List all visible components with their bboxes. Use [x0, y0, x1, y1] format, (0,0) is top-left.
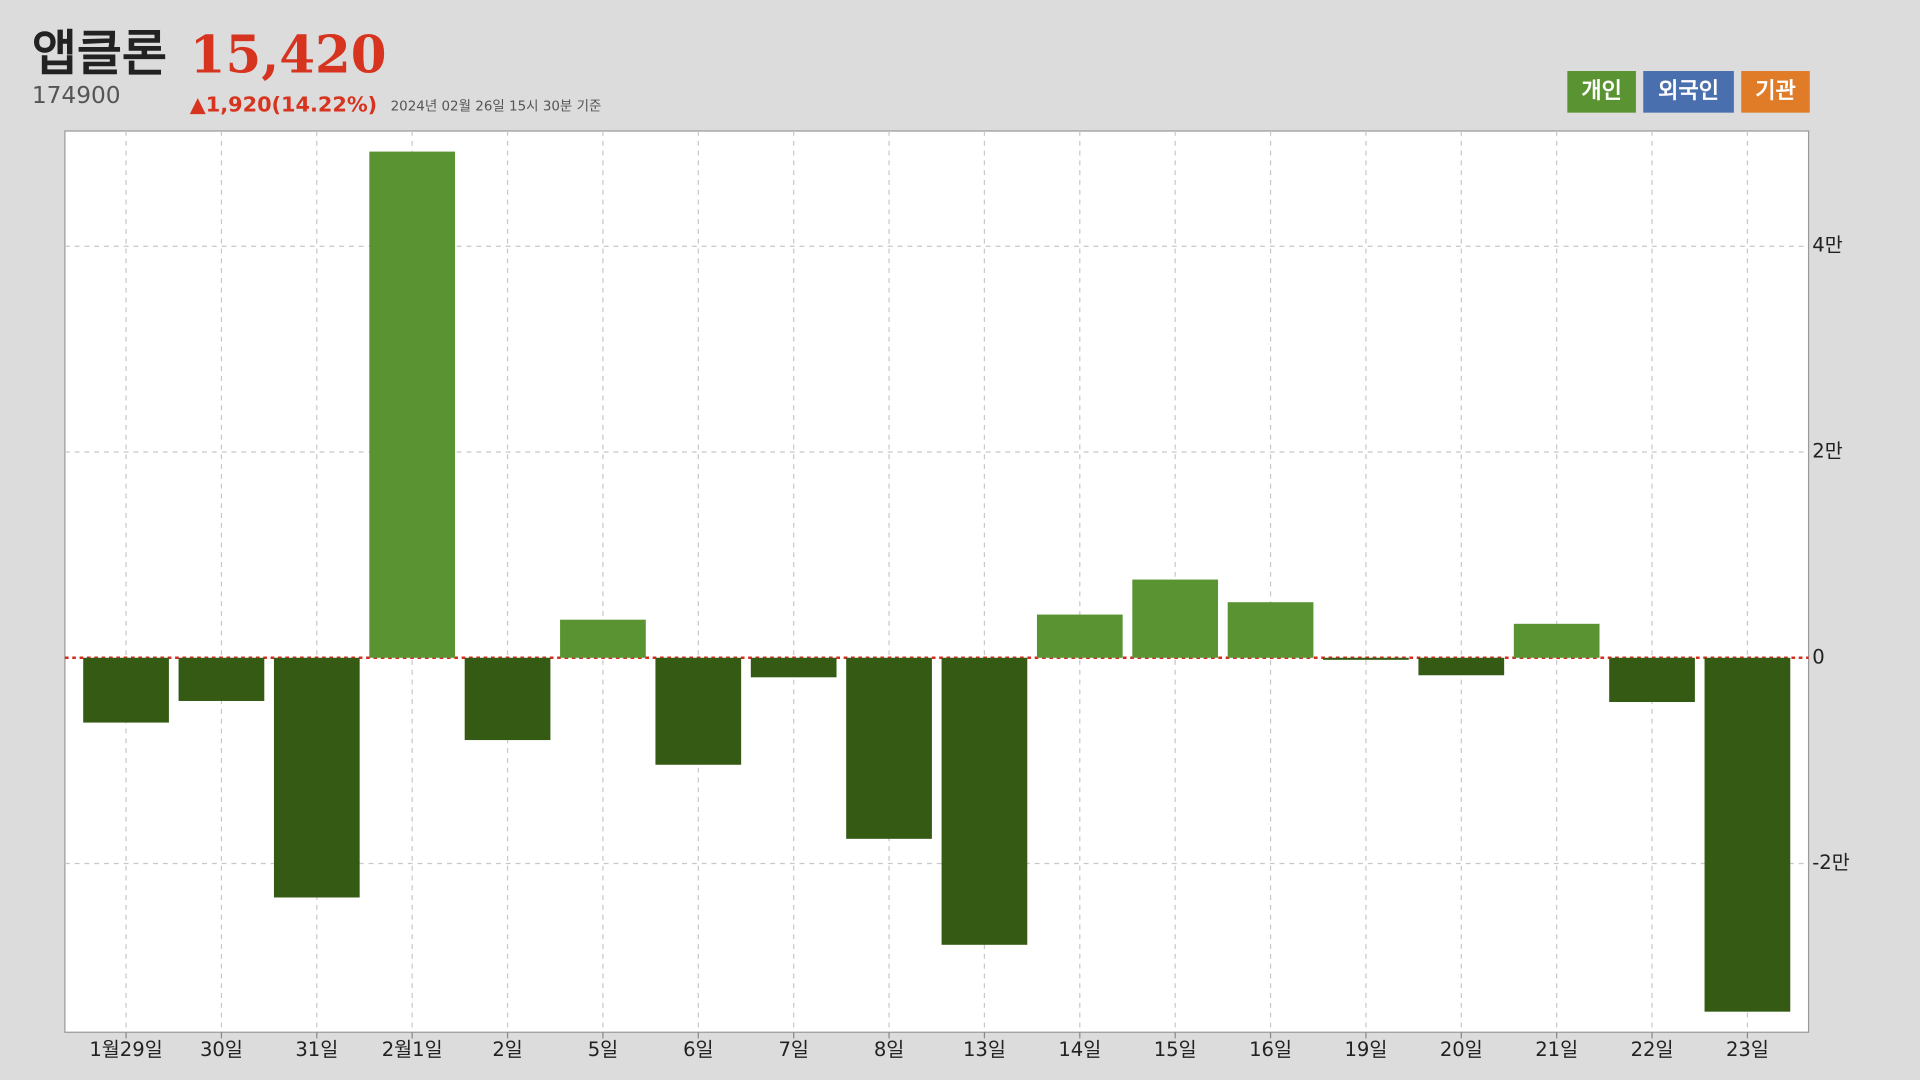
price-change: ▲1,920(14.22%): [190, 92, 377, 116]
timestamp: 2024년 02월 26일 15시 30분 기준: [391, 99, 602, 115]
x-tick-label: 16일: [1249, 1038, 1292, 1061]
bar: [941, 657, 1028, 945]
x-tick-label: 1월29일: [89, 1038, 162, 1061]
x-tick-label: 22일: [1631, 1038, 1674, 1061]
bar: [1323, 657, 1409, 660]
bar: [1513, 623, 1600, 658]
x-tick-label: 13일: [963, 1038, 1006, 1061]
legend-label[interactable]: 개인: [1581, 79, 1622, 104]
x-tick-label: 7일: [778, 1038, 808, 1061]
y-tick-label: 4만: [1812, 234, 1842, 257]
x-tick-label: 14일: [1058, 1038, 1101, 1061]
price: 15,420: [190, 25, 387, 85]
legend-label[interactable]: 기관: [1755, 79, 1796, 104]
bar: [560, 619, 646, 658]
legend-label[interactable]: 외국인: [1658, 79, 1719, 104]
bar: [1704, 657, 1791, 1012]
bar: [369, 151, 456, 658]
bar: [1418, 657, 1505, 676]
bar: [1609, 657, 1695, 703]
bar: [655, 657, 742, 765]
bar: [178, 657, 265, 701]
x-tick-label: 6일: [683, 1038, 713, 1061]
x-tick-label: 31일: [295, 1038, 338, 1061]
y-tick-label: 0: [1812, 645, 1824, 668]
bar: [464, 657, 551, 741]
x-tick-label: 23일: [1726, 1038, 1769, 1061]
bar: [1132, 579, 1219, 658]
x-tick-label: 2일: [492, 1038, 522, 1061]
y-tick-label: 2만: [1812, 440, 1842, 463]
x-tick-label: 21일: [1535, 1038, 1578, 1061]
bar: [846, 657, 932, 839]
x-tick-label: 8일: [874, 1038, 904, 1061]
legend-button[interactable]: [1643, 71, 1734, 113]
x-tick-label: 20일: [1440, 1038, 1483, 1061]
bar: [83, 657, 169, 723]
x-tick-label: 5일: [588, 1038, 618, 1061]
x-tick-label: 15일: [1154, 1038, 1197, 1061]
x-tick-label: 19일: [1344, 1038, 1387, 1061]
bar: [750, 657, 837, 678]
stock-code: 174900: [32, 82, 121, 109]
bar: [273, 657, 360, 898]
stock-name: 앱클론: [32, 25, 167, 82]
bar: [1227, 602, 1314, 658]
x-tick-label: 30일: [200, 1038, 243, 1061]
bar: [1036, 614, 1123, 658]
legend-button[interactable]: [1567, 71, 1636, 113]
legend-button[interactable]: [1741, 71, 1810, 113]
y-tick-label: -2만: [1812, 851, 1850, 874]
x-tick-label: 2월1일: [382, 1038, 443, 1061]
